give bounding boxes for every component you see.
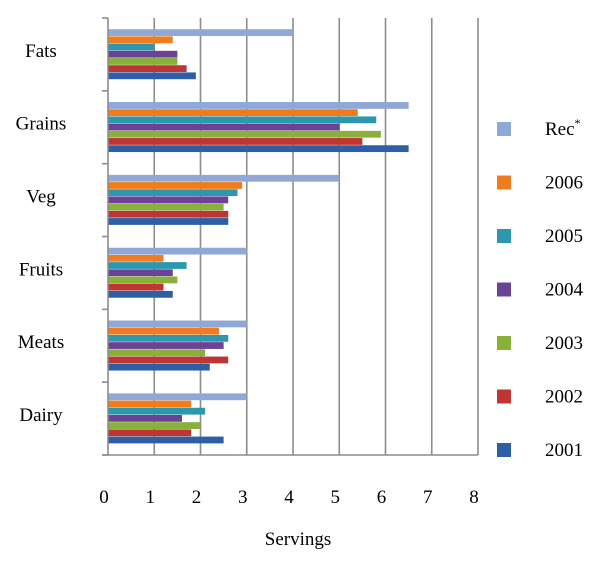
bar-fruits-rec <box>108 247 247 255</box>
category-label-fruits: Fruits <box>19 259 63 280</box>
bar-veg-2001 <box>108 218 229 225</box>
x-tick-label-2: 2 <box>192 487 202 508</box>
category-label-dairy: Dairy <box>19 405 63 426</box>
bar-grains-2002 <box>108 138 363 145</box>
bar-fruits-2004 <box>108 269 173 277</box>
bar-fruits-2002 <box>108 283 164 291</box>
x-axis-label: Servings <box>265 529 332 550</box>
bar-dairy-2002 <box>108 429 192 437</box>
legend-swatch-2002 <box>497 389 511 404</box>
bar-meats-2003 <box>108 349 206 357</box>
x-tick-label-8: 8 <box>469 487 479 508</box>
legend-swatch-2006 <box>497 175 511 190</box>
bar-meats-2004 <box>108 342 224 349</box>
bar-dairy-2003 <box>108 422 201 429</box>
legend-swatch-2001 <box>497 443 511 457</box>
bar-fats-2003 <box>108 58 178 65</box>
bar-grains-2004 <box>108 123 340 131</box>
bar-veg-rec <box>108 174 340 182</box>
x-tick-label-3: 3 <box>238 487 248 508</box>
x-tick-label-4: 4 <box>284 487 294 508</box>
bar-meats-2006 <box>108 327 219 335</box>
bar-veg-2005 <box>108 189 238 197</box>
x-tick-labels: 0 1 2 3 4 5 6 7 8 <box>99 487 479 508</box>
bar-fruits-2005 <box>108 262 187 269</box>
legend-label-rec: Rec* <box>545 116 581 140</box>
legend-swatch-rec <box>497 122 511 136</box>
bar-veg-2003 <box>108 203 224 211</box>
x-tick-label-5: 5 <box>331 487 341 508</box>
bar-fruits-2003 <box>108 276 178 284</box>
legend-swatch-2005 <box>497 229 511 243</box>
gridlines <box>153 18 479 455</box>
legend-swatch-2003 <box>497 336 511 350</box>
bar-meats-rec <box>108 320 247 328</box>
bar-dairy-2004 <box>108 414 182 422</box>
axes <box>102 17 478 456</box>
legend-label-2001: 2001 <box>545 440 583 461</box>
legend-label-2005: 2005 <box>545 226 583 247</box>
bar-grains-2006 <box>108 109 358 117</box>
bar-veg-2006 <box>108 182 243 189</box>
legend-label-2004: 2004 <box>545 280 584 301</box>
bars <box>108 29 409 444</box>
bar-meats-2005 <box>108 334 229 342</box>
bar-dairy-2006 <box>108 400 192 408</box>
bar-fruits-2001 <box>108 290 173 298</box>
bar-fats-2001 <box>108 72 196 80</box>
x-tick-label-0: 0 <box>99 487 109 508</box>
x-tick-label-6: 6 <box>377 487 387 508</box>
legend-swatch-2004 <box>497 282 511 297</box>
bar-grains-2003 <box>108 130 381 138</box>
bar-grains-rec <box>108 102 409 109</box>
legend-label-2003: 2003 <box>545 333 583 354</box>
bar-fats-2005 <box>108 43 155 51</box>
bar-dairy-2001 <box>108 436 224 444</box>
bar-meats-2002 <box>108 356 229 364</box>
legend-label-2006: 2006 <box>545 173 583 194</box>
legend-label-2002: 2002 <box>545 387 583 408</box>
bar-meats-2001 <box>108 363 210 371</box>
legend: Rec* 2006 2005 2004 2003 2002 2001 <box>497 116 584 461</box>
bar-veg-2004 <box>108 196 229 204</box>
category-label-veg: Veg <box>26 186 56 207</box>
category-label-meats: Meats <box>18 332 64 353</box>
bar-fats-2006 <box>108 36 173 44</box>
category-label-fats: Fats <box>25 41 57 62</box>
bar-grains-2005 <box>108 116 377 124</box>
bar-fats-2004 <box>108 50 178 58</box>
x-tick-label-7: 7 <box>423 487 433 508</box>
category-labels: Fats Grains Veg Fruits Meats Dairy <box>16 41 67 426</box>
bar-dairy-2005 <box>108 407 206 415</box>
x-tick-label-1: 1 <box>146 487 156 508</box>
bar-fats-rec <box>108 29 293 37</box>
bar-dairy-rec <box>108 393 247 401</box>
bar-veg-2002 <box>108 210 229 218</box>
bar-fruits-2006 <box>108 254 164 262</box>
bar-grains-2001 <box>108 145 409 153</box>
category-label-grains: Grains <box>16 114 67 135</box>
legend-label-superscript: * <box>575 116 581 130</box>
bar-fats-2002 <box>108 65 187 73</box>
